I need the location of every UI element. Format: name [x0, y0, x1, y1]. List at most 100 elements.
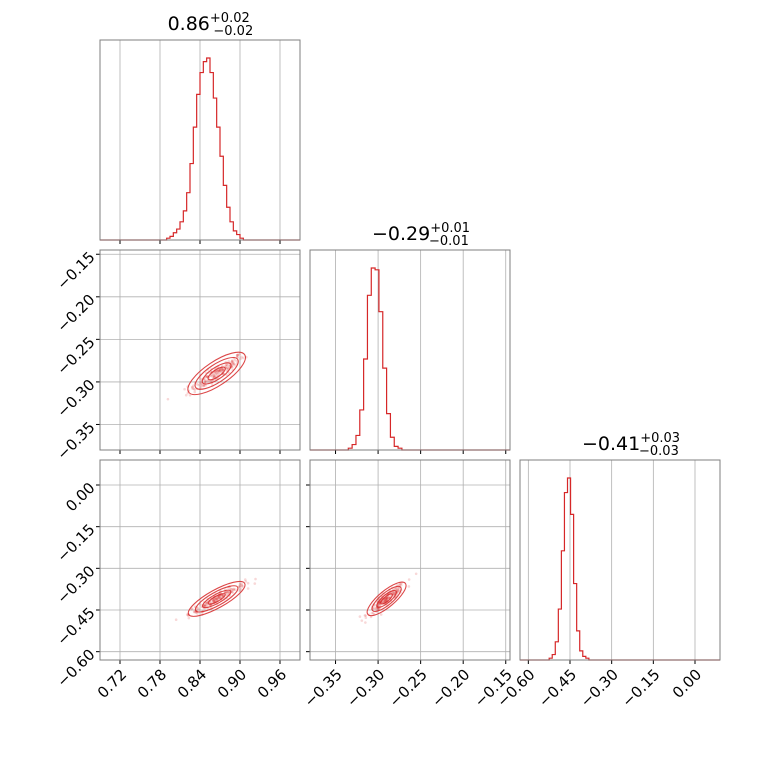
sample-point — [231, 362, 235, 365]
sample-point — [374, 607, 377, 611]
panel-pair-0 — [99, 249, 301, 451]
sample-point — [238, 585, 241, 588]
sample-point — [212, 600, 216, 603]
sample-point — [216, 369, 220, 373]
sample-point — [385, 596, 388, 600]
sample-point — [205, 374, 208, 378]
sample-point — [212, 599, 215, 602]
sample-point — [382, 599, 385, 603]
sample-point — [217, 596, 221, 599]
sample-point — [225, 364, 228, 368]
sample-point — [211, 375, 215, 379]
title-plus-1: +0.01 — [430, 221, 470, 236]
sample-point — [221, 368, 224, 372]
sample-point — [217, 596, 220, 600]
contour-pair0-level-1 — [201, 362, 232, 385]
panel-hist-0 — [99, 39, 301, 241]
sample-point — [203, 381, 207, 384]
x-tick-label-0-0: 0.72 — [94, 666, 130, 702]
sample-point — [201, 383, 204, 387]
sample-point — [212, 375, 216, 379]
sample-point — [396, 587, 400, 590]
contour-pair1-level-1 — [201, 589, 232, 609]
x-tick-label-0-4: 0.96 — [254, 666, 290, 702]
sample-point — [221, 594, 225, 597]
x-tick-label-2-4: 0.00 — [669, 666, 705, 702]
sample-point — [407, 585, 411, 588]
sample-point — [399, 582, 402, 586]
sample-point — [385, 596, 389, 600]
sample-point — [232, 587, 236, 591]
y-tick-label-1-2: −0.25 — [53, 333, 98, 378]
sample-point — [188, 393, 192, 397]
sample-point — [407, 578, 411, 581]
sample-point — [196, 607, 199, 610]
sample-point — [217, 369, 221, 373]
y-tick-label-2-1: −0.45 — [53, 604, 98, 649]
sample-point — [218, 595, 221, 599]
sample-point — [213, 597, 217, 601]
sample-point — [226, 590, 229, 593]
sample-point — [390, 591, 394, 594]
sample-point — [211, 600, 215, 603]
sample-point — [383, 599, 387, 602]
x-tick-label-1-2: −0.25 — [386, 666, 431, 711]
y-tick-label-1-0: −0.35 — [53, 418, 98, 463]
sample-point — [191, 387, 194, 391]
sample-point — [218, 368, 222, 372]
sample-point — [221, 368, 225, 371]
x-tick-label-0-3: 0.90 — [214, 666, 250, 702]
sample-point — [377, 607, 380, 611]
sample-point — [376, 604, 380, 607]
sample-point — [236, 353, 240, 357]
sample-point — [193, 390, 197, 394]
contour-pair1-level-3 — [187, 580, 246, 617]
title-minus-2: −0.03 — [639, 444, 679, 459]
sample-point — [214, 370, 218, 373]
sample-point — [192, 610, 196, 613]
sample-point — [174, 618, 178, 621]
sample-point — [240, 583, 244, 587]
sample-point — [203, 603, 207, 607]
sample-point — [241, 356, 245, 360]
title-minus-0: −0.02 — [213, 24, 253, 39]
sample-point — [219, 594, 223, 598]
sample-point — [230, 587, 234, 591]
sample-point — [241, 584, 244, 588]
sample-point — [240, 582, 243, 586]
sample-point — [393, 592, 396, 595]
sample-point — [238, 582, 242, 586]
sample-point — [230, 359, 234, 363]
sample-point — [218, 369, 222, 373]
sample-point — [398, 582, 402, 586]
sample-point — [224, 590, 228, 594]
sample-point — [213, 599, 217, 603]
sample-point — [212, 374, 216, 377]
sample-point — [229, 587, 233, 591]
sample-point — [204, 603, 208, 607]
sample-point — [226, 591, 230, 594]
y-tick-label-1-1: −0.30 — [53, 376, 98, 421]
sample-point — [204, 379, 207, 382]
sample-point — [215, 372, 219, 376]
sample-point — [204, 379, 208, 383]
sample-point — [187, 616, 191, 620]
sample-point — [190, 607, 194, 611]
sample-point — [193, 610, 196, 614]
panel-hist-1 — [309, 249, 511, 451]
histogram-param-2 — [520, 477, 720, 661]
sample-point — [383, 599, 387, 603]
sample-point — [239, 357, 242, 361]
sample-point — [238, 589, 241, 592]
sample-point — [202, 384, 205, 388]
sample-point — [384, 598, 387, 601]
sample-point — [221, 367, 224, 371]
x-tick-label-0-1: 0.78 — [134, 666, 170, 702]
sample-point — [397, 586, 401, 590]
histogram-param-0 — [100, 57, 300, 241]
x-tick-label-2-1: −0.45 — [535, 666, 580, 711]
sample-point — [254, 577, 257, 581]
sample-point — [197, 383, 201, 387]
sample-point — [225, 367, 228, 370]
